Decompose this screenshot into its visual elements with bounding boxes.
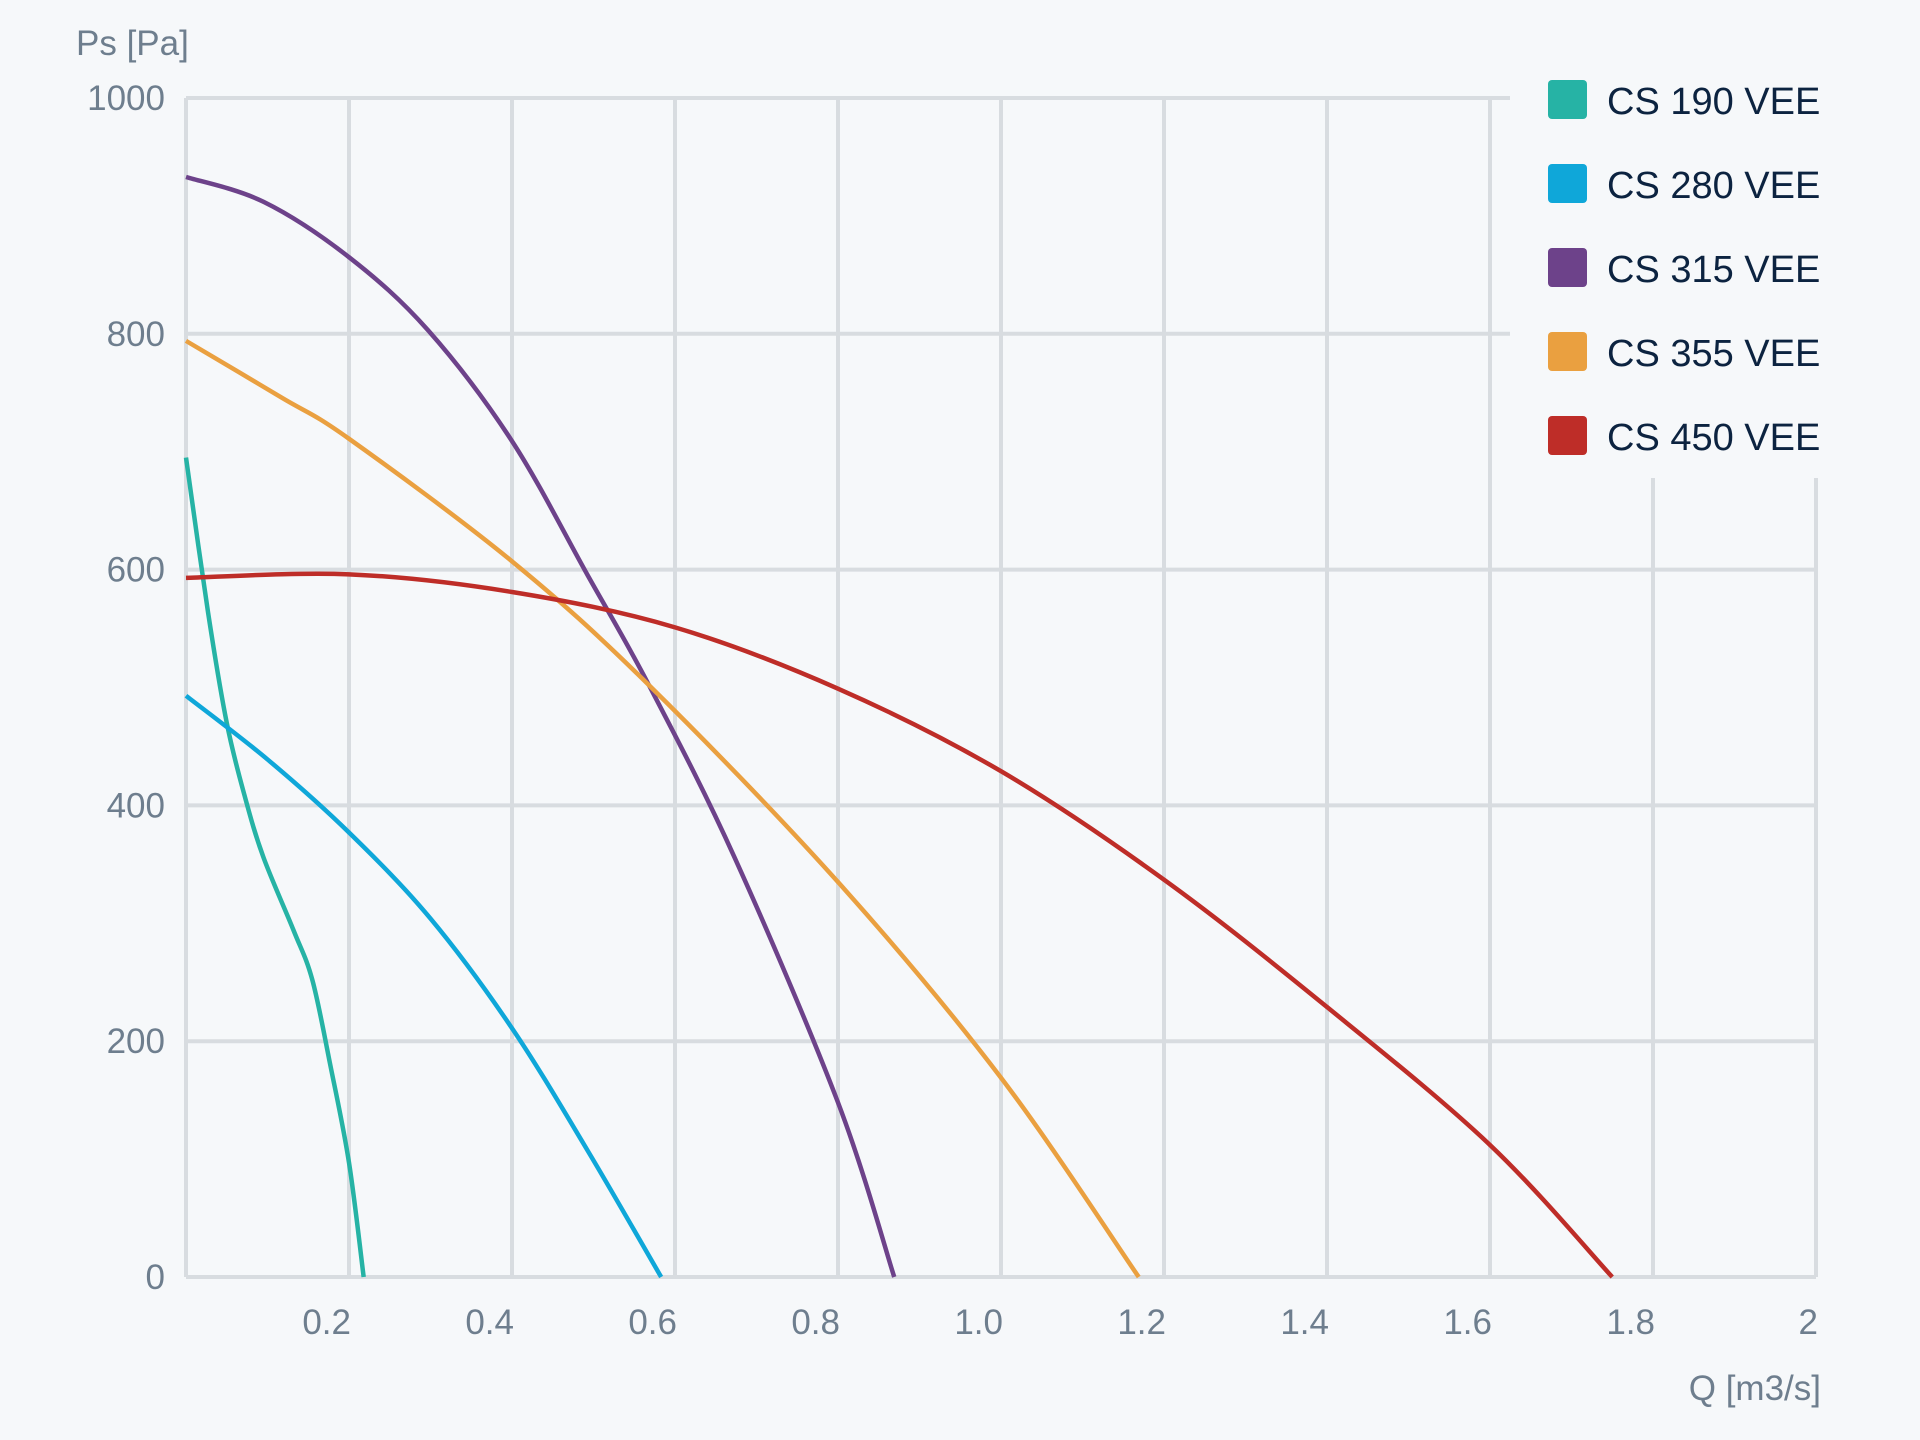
y-tick-label: 800 (107, 315, 165, 354)
legend-label: CS 315 VEE (1607, 249, 1820, 291)
x-tick-label: 0.2 (302, 1303, 351, 1342)
legend-label: CS 190 VEE (1607, 81, 1820, 123)
legend-item[interactable]: CS 450 VEE (1548, 416, 1820, 459)
legend-label: CS 450 VEE (1607, 417, 1820, 459)
x-axis-title: Q [m3/s] (1689, 1369, 1821, 1408)
series-line-cs-190-vee (183, 457, 366, 1278)
x-tick-label: 0.8 (791, 1303, 840, 1342)
x-tick-label: 2 (1799, 1303, 1818, 1342)
legend: CS 190 VEE CS 280 VEE CS 315 VEE CS 355 VEE… (1548, 80, 1820, 459)
axis-ticks: 0 200 400 600 800 1000 0.2 0.4 0.6 0.8 1.0 1.2 1.4 1.… (87, 79, 1818, 1342)
legend-item[interactable]: CS 280 VEE (1548, 164, 1820, 207)
y-tick-label: 400 (107, 786, 165, 825)
y-tick-label: 200 (107, 1022, 165, 1061)
series-line-cs-450-vee (185, 571, 1614, 1279)
x-tick-label: 1.4 (1280, 1303, 1329, 1342)
series-line-cs-315-vee (185, 174, 897, 1278)
y-axis-title: Ps [Pa] (76, 24, 189, 63)
y-tick-label: 1000 (87, 79, 165, 118)
x-tick-label: 1.8 (1606, 1303, 1655, 1342)
legend-swatch (1548, 80, 1587, 119)
x-tick-label: 0.6 (628, 1303, 677, 1342)
y-tick-label: 0 (146, 1258, 165, 1297)
series-lines (183, 174, 1614, 1279)
x-tick-label: 1.0 (954, 1303, 1003, 1342)
series-line-cs-280-vee (184, 693, 664, 1279)
y-tick-label: 600 (107, 551, 165, 590)
x-tick-label: 1.6 (1443, 1303, 1492, 1342)
grid (184, 96, 1818, 1279)
legend-swatch (1548, 332, 1587, 371)
legend-swatch (1548, 164, 1587, 203)
legend-item[interactable]: CS 190 VEE (1548, 80, 1820, 123)
legend-item[interactable]: CS 315 VEE (1548, 248, 1820, 291)
legend-label: CS 355 VEE (1607, 333, 1820, 375)
legend-swatch (1548, 248, 1587, 287)
x-tick-label: 1.2 (1117, 1303, 1166, 1342)
series-line-cs-355-vee (184, 338, 1141, 1279)
legend-item[interactable]: CS 355 VEE (1548, 332, 1820, 375)
x-tick-label: 0.4 (465, 1303, 514, 1342)
legend-label: CS 280 VEE (1607, 165, 1820, 207)
legend-swatch (1548, 416, 1587, 455)
